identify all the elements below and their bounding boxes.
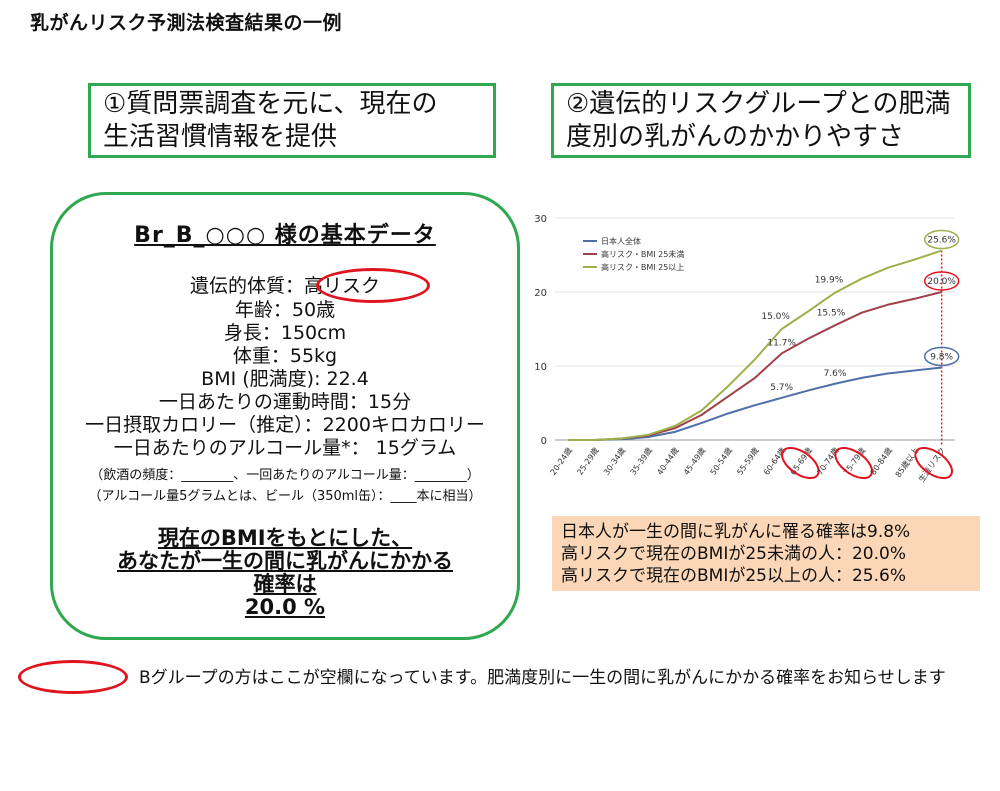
- x-tick-label: 35-39歳: [628, 445, 654, 476]
- y-tick-label: 10: [534, 362, 547, 373]
- alcohol-conversion-note: （アルコール量5グラムとは、ビール（350ml缶）：____本に相当）: [88, 489, 482, 504]
- genetic-label: 遺伝的体質：: [189, 275, 304, 297]
- page-title: 乳がんリスク予測法検査結果の一例: [30, 12, 343, 34]
- result-line-3: 確率は: [253, 572, 317, 596]
- height-row: 身長：150cm: [223, 322, 347, 344]
- info-box-questionnaire-line2: 生活習慣情報を提供: [103, 122, 338, 152]
- data-label: 25.6%: [927, 236, 956, 246]
- data-label: 19.9%: [815, 276, 844, 286]
- data-label: 15.5%: [817, 308, 846, 318]
- info-box-genetic-risk-line2: 度別の乳がんのかかりやすさ: [566, 122, 905, 152]
- risk-line-chart: 0 10 20 30 5.7% 7.6% 9.8% 11.7% 15.5% 20.0% 15.0%…: [534, 214, 960, 484]
- info-box-genetic-risk-line1: ②遺伝的リスクグループとの肥満: [566, 89, 951, 119]
- drinking-frequency-note: （飲酒の頻度：________、一回あたりのアルコール量：________）: [90, 468, 480, 483]
- result-probability: 20.0 %: [244, 595, 326, 619]
- chart-data-labels: 5.7% 7.6% 9.8% 11.7% 15.5% 20.0% 15.0% 19.9% 25.…: [761, 229, 960, 393]
- data-label-oval: [923, 346, 960, 367]
- weight-row: 体重：55kg: [232, 345, 338, 367]
- bmi-row: BMI (肥満度): 22.4: [201, 368, 369, 390]
- legend-label: 高リスク・BMI 25未満: [601, 249, 684, 259]
- summary-line-2: 高リスクで現在のBMIが25未満の人：20.0%: [561, 544, 906, 564]
- x-tick-label: 30-34歳: [601, 445, 627, 476]
- y-tick-label: 20: [534, 288, 547, 299]
- data-label: 9.8%: [930, 352, 953, 362]
- summary-line-1: 日本人が一生の間に乳がんに罹る確率は9.8%: [561, 522, 911, 542]
- legend-label: 日本人全体: [601, 236, 641, 246]
- alcohol-row: 一日あたりのアルコール量*： 15グラム: [113, 437, 457, 459]
- age-row: 年齢：50歳: [234, 299, 336, 321]
- summary-line-3: 高リスクで現在のBMIが25以上の人：25.6%: [561, 566, 906, 586]
- x-tick-label: 80-84歳: [868, 445, 894, 476]
- x-tick-highlight-oval: [781, 446, 820, 480]
- chart-series: [568, 249, 942, 441]
- x-tick-highlight-oval: [914, 446, 953, 480]
- x-tick-highlight-oval: [834, 446, 873, 480]
- info-box-genetic-risk: ②遺伝的リスクグループとの肥満 度別の乳がんのかかりやすさ: [551, 83, 971, 158]
- data-label-oval: [923, 271, 960, 291]
- data-label: 5.7%: [770, 383, 793, 393]
- info-box-questionnaire: ①質問票調査を元に、現在の 生活習慣情報を提供: [88, 83, 496, 158]
- legend-red-oval: [18, 660, 128, 694]
- legend-label: 高リスク・BMI 25以上: [601, 262, 684, 272]
- genetic-highlight-oval: [316, 268, 430, 303]
- info-box-questionnaire-line1: ①質問票調査を元に、現在の: [103, 89, 438, 119]
- basic-data-card: Br_B_○○○ 様の基本データ 遺伝的体質：高リスク 年齢：50歳 身長：15…: [50, 192, 520, 640]
- footnote-text: Bグループの方はここが空欄になっています。肥満度別に一生の間に乳がんにかかる確率…: [139, 668, 946, 688]
- x-tick-label: 20-24歳: [548, 445, 574, 476]
- calorie-row: 一日摂取カロリー（推定）：2200キロカロリー: [85, 414, 485, 436]
- data-label: 7.6%: [824, 369, 847, 379]
- data-label: 11.7%: [767, 338, 796, 348]
- chart-axes: 0 10 20 30: [534, 214, 943, 447]
- data-label: 15.0%: [761, 312, 790, 322]
- result-line-1: 現在のBMIをもとにした、: [157, 526, 413, 550]
- x-tick-label: 55-59歳: [735, 445, 761, 476]
- exercise-row: 一日あたりの運動時間：15分: [158, 391, 412, 413]
- series-line: [568, 249, 942, 441]
- x-tick-label: 40-44歳: [655, 445, 681, 476]
- data-label: 20.0%: [927, 277, 956, 287]
- y-tick-label: 0: [541, 436, 547, 447]
- card-title: Br_B_○○○ 様の基本データ: [134, 223, 436, 248]
- data-label-oval: [923, 229, 960, 250]
- x-tick-label: 50-54歳: [708, 445, 734, 476]
- y-tick-label: 30: [534, 214, 547, 225]
- chart-x-ticks: 20-24歳 25-29歳 30-34歳 35-39歳 40-44歳 45-49歳 50-5…: [548, 445, 953, 484]
- genetic-row: 遺伝的体質：高リスク: [53, 275, 517, 298]
- result-line-2: あなたが一生の間に乳がんにかかる: [117, 549, 453, 573]
- risk-summary-box: 日本人が一生の間に乳がんに罹る確率は9.8% 高リスクで現在のBMIが25未満の…: [552, 516, 980, 591]
- x-tick-label: 25-29歳: [575, 445, 601, 476]
- x-tick-label: 45-49歳: [681, 445, 707, 476]
